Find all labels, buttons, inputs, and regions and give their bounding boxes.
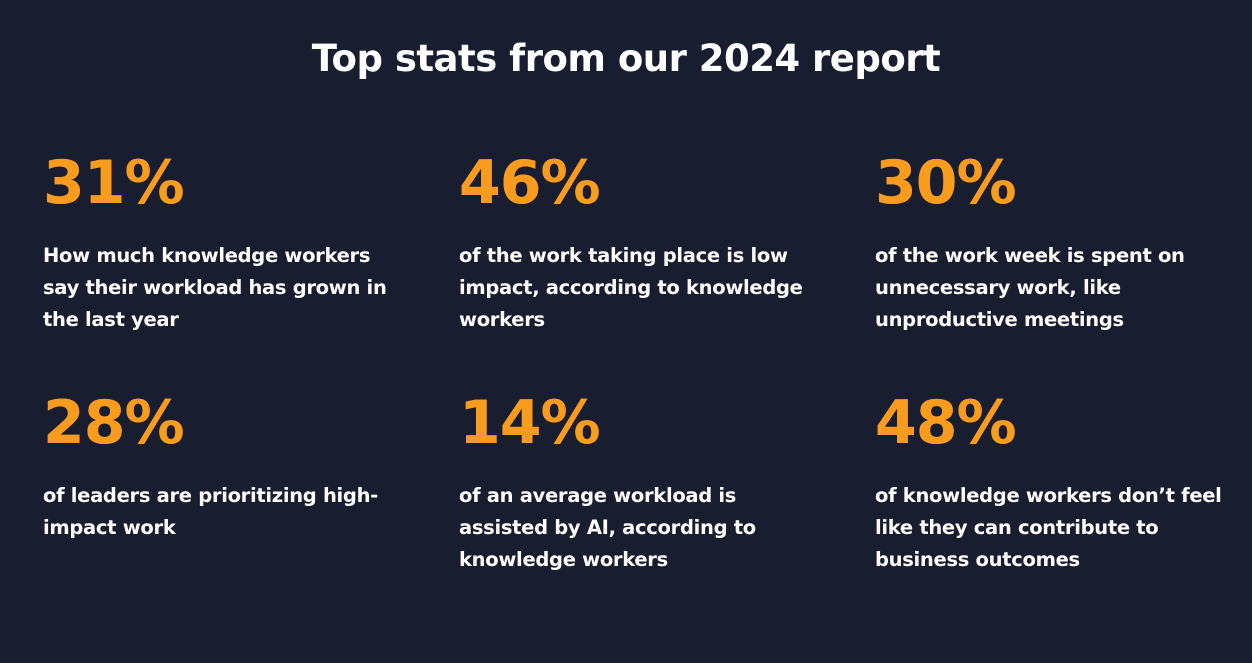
stat-value: 14%	[459, 388, 819, 458]
stat-value: 28%	[43, 388, 403, 458]
stat-description-line: of knowledge workers don’t feel	[875, 484, 1222, 507]
stat-value: 46%	[459, 148, 819, 218]
stat-value: 48%	[875, 388, 1235, 458]
stat-description: of knowledge workers don’t feel like the…	[875, 480, 1235, 576]
stat-description-line: say their workload has grown in	[43, 276, 387, 299]
stat-description: of the work taking place is low impact, …	[459, 240, 819, 336]
stat-description-line: of leaders are prioritizing high-	[43, 484, 378, 507]
stat-description-line: of an average workload is	[459, 484, 737, 507]
stat-card: 28% of leaders are prioritizing high- im…	[43, 388, 403, 544]
stat-description-line: the last year	[43, 308, 179, 331]
stat-card: 30% of the work week is spent on unneces…	[875, 148, 1235, 336]
page-title: Top stats from our 2024 report	[311, 37, 941, 80]
stat-description: of leaders are prioritizing high- impact…	[43, 480, 403, 544]
stat-value: 30%	[875, 148, 1235, 218]
stat-card: 46% of the work taking place is low impa…	[459, 148, 819, 336]
stat-description-line: unnecessary work, like	[875, 276, 1121, 299]
stat-card: 14% of an average workload is assisted b…	[459, 388, 819, 576]
stat-description-line: impact, according to knowledge	[459, 276, 803, 299]
stat-value: 31%	[43, 148, 403, 218]
stat-description-line: knowledge workers	[459, 548, 668, 571]
stat-description-line: like they can contribute to	[875, 516, 1159, 539]
stat-description-line: workers	[459, 308, 545, 331]
stat-description-line: of the work taking place is low	[459, 244, 788, 267]
stat-description-line: How much knowledge workers	[43, 244, 371, 267]
stat-card: 48% of knowledge workers don’t feel like…	[875, 388, 1235, 576]
stat-description: of an average workload is assisted by AI…	[459, 480, 819, 576]
stat-description-line: business outcomes	[875, 548, 1080, 571]
stat-description-line: unproductive meetings	[875, 308, 1124, 331]
stat-description: How much knowledge workers say their wor…	[43, 240, 403, 336]
stat-description-line: assisted by AI, according to	[459, 516, 756, 539]
stat-description: of the work week is spent on unnecessary…	[875, 240, 1235, 336]
stat-description-line: impact work	[43, 516, 176, 539]
stat-card: 31% How much knowledge workers say their…	[43, 148, 403, 336]
stat-description-line: of the work week is spent on	[875, 244, 1185, 267]
